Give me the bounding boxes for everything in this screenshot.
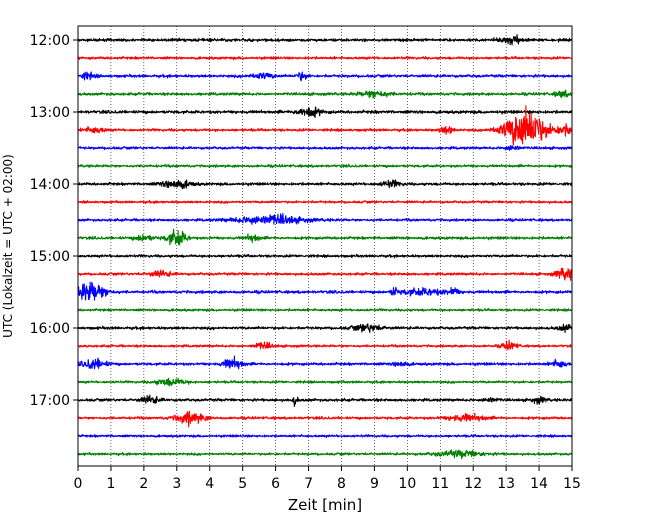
trace-1200 [77, 34, 573, 46]
trace-1630 [77, 355, 573, 370]
trace-1315 [77, 105, 573, 146]
trace-1545 [77, 307, 573, 313]
trace-1430 [77, 212, 573, 225]
seismic-traces [77, 34, 573, 460]
x-tick-label: 11 [431, 476, 449, 492]
trace-1615 [77, 339, 573, 351]
trace-1300 [77, 106, 573, 119]
trace-1700 [77, 394, 573, 407]
x-tick-label: 1 [106, 476, 115, 492]
trace-1515 [77, 267, 573, 281]
x-tick-label: 7 [304, 476, 313, 492]
trace-1600 [77, 323, 573, 334]
x-tick-label: 8 [337, 476, 346, 492]
trace-1445 [77, 228, 573, 246]
trace-1415 [77, 199, 573, 205]
x-axis-label: Zeit [min] [288, 496, 362, 514]
x-tick-label: 14 [530, 476, 548, 492]
x-tick-label: 5 [238, 476, 247, 492]
x-tick-label: 3 [172, 476, 181, 492]
y-tick-label: 12:00 [30, 33, 70, 49]
trace-1400 [77, 179, 573, 190]
x-tick-label: 9 [370, 476, 379, 492]
trace-1345 [77, 163, 573, 169]
x-tick-label: 6 [271, 476, 280, 492]
trace-1745 [77, 449, 573, 460]
trace-1645 [77, 377, 573, 387]
y-tick-label: 17:00 [30, 393, 70, 409]
y-tick-label: 15:00 [30, 249, 70, 265]
x-tick-label: 0 [74, 476, 83, 492]
trace-1230 [77, 71, 573, 82]
x-tick-label: 13 [497, 476, 515, 492]
x-tick-label: 12 [464, 476, 482, 492]
y-tick-label: 16:00 [30, 321, 70, 337]
trace-1215 [77, 55, 573, 61]
x-tick-label: 15 [563, 476, 581, 492]
trace-1330 [77, 145, 573, 151]
x-tick-label: 2 [139, 476, 148, 492]
x-tick-label: 10 [398, 476, 416, 492]
trace-1500 [77, 253, 573, 259]
x-tick-label: 4 [205, 476, 214, 492]
y-tick-label: 14:00 [30, 177, 70, 193]
y-tick-label: 13:00 [30, 105, 70, 121]
trace-1530 [77, 281, 573, 301]
trace-1730 [77, 433, 573, 439]
y-axis-label: UTC (Lokalzeit = UTC + 02:00) [1, 154, 15, 338]
trace-1245 [77, 89, 573, 99]
axis-ticks: 0 1 2 3 4 5 6 7 8 9 10 11 12 13 14 1512:0013:0014:0015:… [30, 33, 581, 492]
trace-1715 [77, 410, 573, 428]
plot-frame [77, 25, 573, 467]
grid-lines [110, 26, 540, 466]
